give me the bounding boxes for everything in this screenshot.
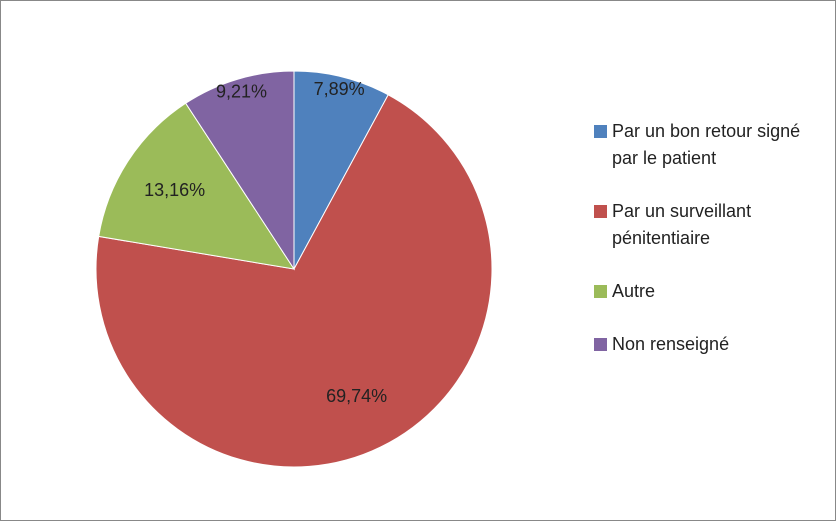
legend-swatch	[594, 125, 607, 138]
pie-slice	[185, 70, 295, 271]
legend-swatch	[594, 338, 607, 351]
legend-label: Par un bon retour signé par le patient	[612, 121, 801, 168]
data-label: 7,89%	[314, 79, 365, 99]
legend-item: Par un bon retour signé par le patient	[594, 118, 824, 172]
legend-item: Autre	[594, 278, 824, 305]
pie-slice	[98, 102, 296, 270]
legend-item: Non renseigné	[594, 331, 824, 358]
legend-swatch	[594, 285, 607, 298]
legend-label: Autre	[612, 281, 656, 301]
legend-swatch	[594, 205, 607, 218]
pie-slice	[293, 70, 389, 270]
legend-item: Par un surveillant pénitentiaire	[594, 198, 824, 252]
data-label: 13,16%	[144, 180, 205, 200]
legend: Par un bon retour signé par le patient Pa…	[594, 118, 824, 384]
legend-label: Non renseigné	[612, 334, 730, 354]
data-label: 9,21%	[216, 81, 267, 101]
pie-slice	[95, 94, 493, 468]
legend-label: Par un surveillant pénitentiaire	[612, 201, 752, 248]
data-label: 69,74%	[326, 386, 387, 406]
